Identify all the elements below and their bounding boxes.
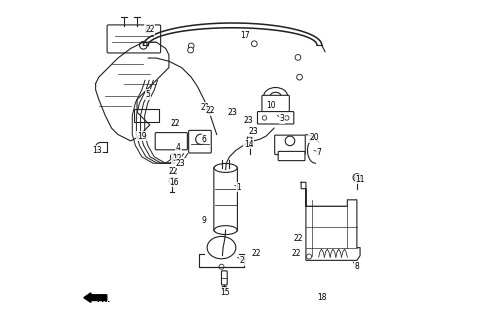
Circle shape <box>173 120 178 125</box>
Text: 22: 22 <box>171 119 180 128</box>
Ellipse shape <box>214 226 237 235</box>
Text: 22: 22 <box>145 25 154 34</box>
Text: 22: 22 <box>169 167 178 176</box>
Text: 22: 22 <box>252 250 261 259</box>
Bar <box>246 117 251 122</box>
Text: 19: 19 <box>137 132 147 140</box>
Circle shape <box>171 154 177 160</box>
Text: 5: 5 <box>146 90 151 99</box>
Circle shape <box>295 54 301 60</box>
Circle shape <box>284 116 289 120</box>
Circle shape <box>353 174 361 181</box>
Text: 14: 14 <box>244 140 253 148</box>
Text: 15: 15 <box>220 288 229 297</box>
Text: 22: 22 <box>206 106 215 115</box>
Text: 4: 4 <box>176 143 181 152</box>
Ellipse shape <box>264 87 288 105</box>
Bar <box>231 109 236 114</box>
Ellipse shape <box>270 92 281 100</box>
FancyBboxPatch shape <box>155 132 187 150</box>
Circle shape <box>251 41 257 47</box>
Circle shape <box>188 43 194 49</box>
Text: 23: 23 <box>249 127 258 136</box>
Text: 23: 23 <box>228 108 238 117</box>
Circle shape <box>145 28 151 33</box>
Text: 18: 18 <box>317 293 326 302</box>
FancyBboxPatch shape <box>247 137 252 146</box>
Bar <box>134 109 159 122</box>
Text: 16: 16 <box>169 178 178 187</box>
FancyBboxPatch shape <box>222 286 226 291</box>
Text: 8: 8 <box>355 262 359 271</box>
Bar <box>252 128 256 133</box>
FancyBboxPatch shape <box>258 112 294 124</box>
Text: 23: 23 <box>175 159 185 168</box>
FancyBboxPatch shape <box>107 25 161 53</box>
Text: 2: 2 <box>240 256 245 265</box>
Circle shape <box>306 254 312 259</box>
FancyBboxPatch shape <box>278 151 305 161</box>
Circle shape <box>207 108 213 114</box>
Text: 9: 9 <box>202 216 206 225</box>
Text: 1: 1 <box>237 183 241 192</box>
FancyBboxPatch shape <box>189 130 211 153</box>
Text: 7: 7 <box>316 148 321 156</box>
Text: 10: 10 <box>266 101 276 110</box>
Circle shape <box>219 264 224 269</box>
Ellipse shape <box>214 164 237 172</box>
Circle shape <box>262 116 267 120</box>
Circle shape <box>355 176 359 180</box>
FancyBboxPatch shape <box>214 166 238 232</box>
Circle shape <box>285 136 295 146</box>
Text: 6: 6 <box>202 135 206 144</box>
Circle shape <box>169 178 175 184</box>
Text: 21: 21 <box>201 103 210 112</box>
Text: 13: 13 <box>92 146 102 155</box>
Circle shape <box>196 134 206 144</box>
Text: 11: 11 <box>355 175 365 184</box>
Circle shape <box>297 74 303 80</box>
Circle shape <box>188 47 194 53</box>
Text: 17: 17 <box>240 31 250 40</box>
FancyBboxPatch shape <box>275 135 305 155</box>
FancyArrow shape <box>84 293 107 302</box>
Text: 23: 23 <box>244 116 253 125</box>
Text: FR.: FR. <box>97 295 110 304</box>
Bar <box>179 160 183 165</box>
FancyBboxPatch shape <box>221 271 227 285</box>
Text: 12: 12 <box>172 154 182 163</box>
Circle shape <box>140 42 147 49</box>
Text: 20: 20 <box>309 133 319 142</box>
Text: 3: 3 <box>280 114 284 123</box>
Text: 22: 22 <box>293 234 303 243</box>
FancyBboxPatch shape <box>262 95 289 113</box>
Text: 22: 22 <box>292 250 301 259</box>
Circle shape <box>170 167 176 173</box>
